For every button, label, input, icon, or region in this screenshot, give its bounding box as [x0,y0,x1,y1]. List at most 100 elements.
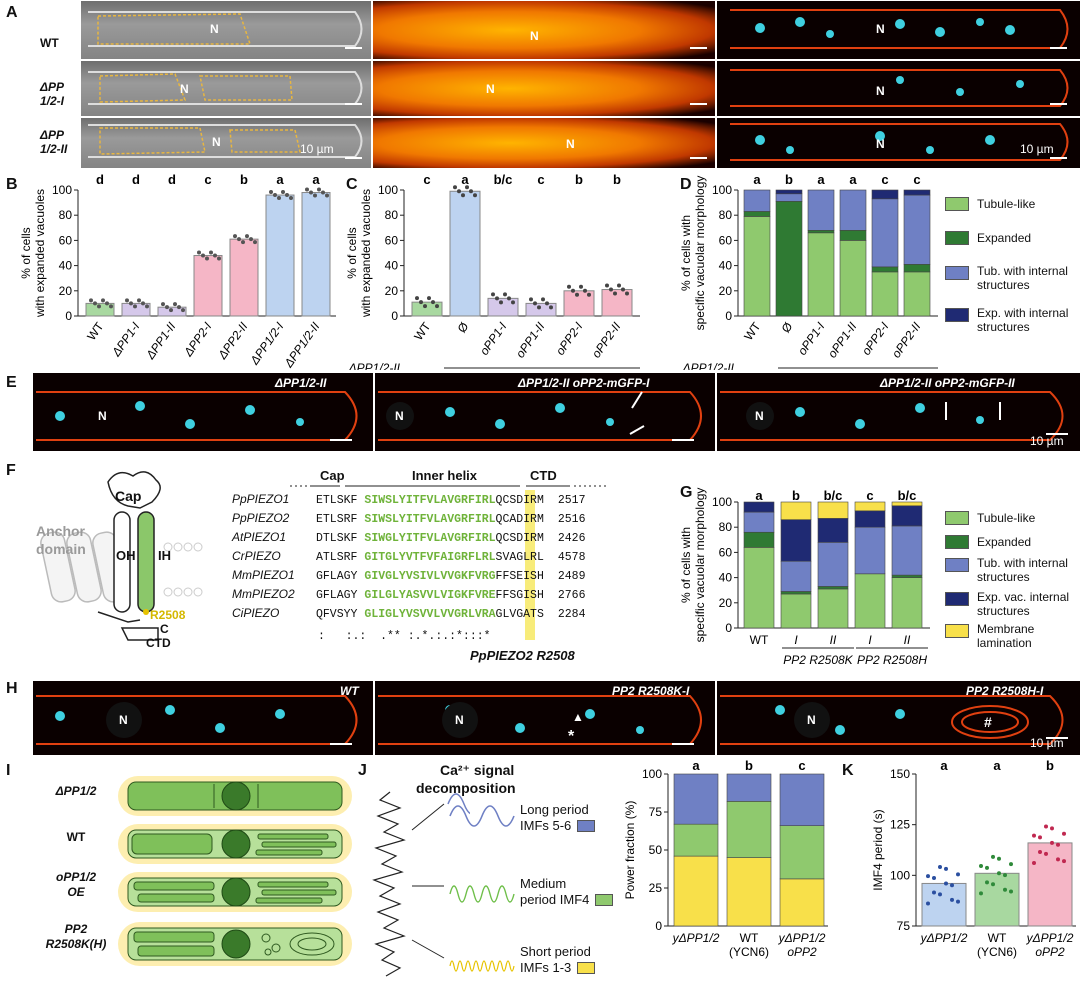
legend-g-item-2: Tub. with internal structures [945,556,1080,584]
b-point [209,250,213,255]
align-post: CSDIRM [502,532,544,545]
g-ylabel: % of cells with [679,527,693,603]
k-point [979,891,983,896]
align-num: 4578 [557,551,586,564]
align-row: MmPIEZO1 GFLAGY GIVGLYVSIVLVVGKFVRGFFSEISH… [232,568,585,583]
j-cat-label: yΔPP1/2 [778,931,826,945]
nucleus-label: N [807,713,816,727]
align-helix: GLIGLYVSVVLVVGRLVRA [364,608,496,621]
d-segment [871,189,899,200]
j-tick-label: 100 [642,767,662,781]
d-sig-letter: a [753,172,761,187]
b-sig-letter: a [312,172,320,187]
c-point [415,296,419,301]
d-segment [743,189,771,212]
d-sig-letter: a [849,172,857,187]
k-point [938,892,942,897]
c-point [545,301,549,306]
micro-a-fire-pp12ii [372,117,716,169]
g-segment [743,511,775,533]
k-point [1050,840,1054,845]
row-label-pp12-ii-text: ΔPP 1/2-II [40,128,68,156]
align-name: CiPIEZO [232,606,280,620]
k-point [1056,842,1060,847]
d-segment [839,230,867,241]
b-ylabel: % of cells [19,227,33,278]
g-sig-letter: b/c [824,488,843,503]
align-mark: Q [495,532,503,545]
j-segment [673,773,719,825]
nucleus-label: N [455,713,464,727]
i-cell-row [118,872,352,912]
d-cat-label: WT [741,319,764,343]
f-cap-label: Cap [115,488,142,504]
j-sig-letter: a [692,760,700,773]
j-comp-0: Long period IMFs 5-6 [520,802,603,834]
c-point [621,287,625,292]
j-tick-label: 25 [649,881,663,895]
g-segment [817,501,849,519]
j-comp-1-l2: period IMF4 [520,892,621,908]
d-ylabel: specific vacuolar morphology [693,176,707,331]
d-segment [807,189,835,231]
c-point [541,297,545,302]
align-post: CSDIRM [502,494,544,507]
c-point [537,305,541,310]
b-point [125,298,129,303]
j-wave-long [447,793,470,815]
align-pre: ETLSRF [316,513,358,526]
micro-a-bf-pp12i [80,60,372,117]
d-segment [839,240,867,317]
align-pre: QFVSYY [316,608,358,621]
k-point [979,864,983,869]
legend-text: Expanded [977,535,1032,549]
d-segment [903,194,931,265]
k-point [997,871,1001,876]
align-post: VAGLRL [502,551,544,564]
align-pre: ETLSKF [316,494,358,507]
b-point [249,237,253,242]
k-sig-letter: a [993,760,1001,773]
micro-a-fire-wt [372,0,716,60]
b-tick-label: 0 [65,309,72,323]
legend-swatch [945,197,969,211]
a-scale-bars [345,47,1067,159]
b-point [237,237,241,242]
b-point [101,298,105,303]
panel-label-c: C [346,176,358,193]
b-point [245,234,249,239]
b-bar [301,192,331,317]
c-bar [487,297,519,317]
nucleus-label: N [755,409,764,423]
align-helix: SIWSLYITFVLAVGRFIRL [364,494,496,507]
k-point [1044,851,1048,856]
k-point [985,880,989,885]
d-tick-label: 0 [725,309,732,323]
d-cat-label: oPP2-I [859,319,892,358]
j-title-1: Ca²⁺ signal [440,762,515,778]
j-title-2: decomposition [416,780,516,796]
i-row-3: PP2 R2508K(H) [45,922,107,951]
legend-g-item-0: Tubule-like [945,511,1035,525]
d-segment [871,266,899,273]
g-segment [854,501,886,512]
j-waves [449,805,515,972]
k-bar [974,872,1020,927]
c-tick-label: 80 [385,208,399,222]
c-cat-label: oPP1-II [513,319,548,360]
c-tick-label: 0 [391,309,398,323]
align-num: 2489 [557,570,586,583]
j-sig-letter: c [798,760,805,773]
i-cell-row [118,824,352,864]
panel-label-k: K [842,762,854,779]
row-label-pp12-ii: ΔPP 1/2-II [40,128,80,156]
legend-g-item-1: Expanded [945,535,1031,549]
k-point [1009,889,1013,894]
nucleus-label: N [530,29,539,43]
b-cat-label: WT [84,319,107,343]
g-cat-label: WT [750,633,769,647]
align-name: CrPIEZO [232,549,281,563]
legend-text: Tub. with internal structures [977,264,1068,292]
